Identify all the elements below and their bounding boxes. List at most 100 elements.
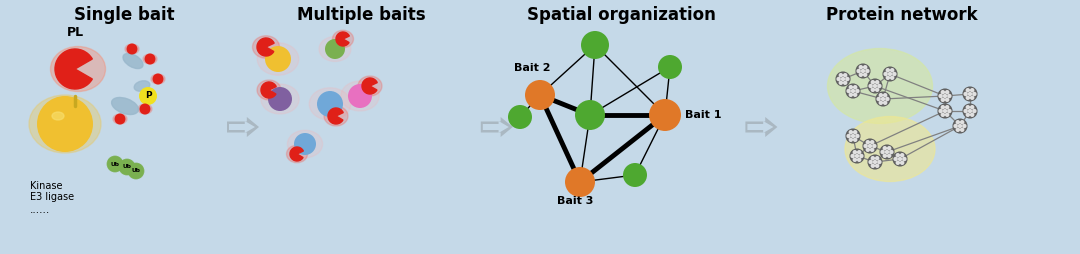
- Circle shape: [268, 87, 292, 111]
- Ellipse shape: [52, 112, 64, 120]
- Circle shape: [853, 85, 858, 89]
- Circle shape: [856, 69, 861, 73]
- Circle shape: [875, 88, 879, 92]
- Circle shape: [265, 46, 291, 72]
- Circle shape: [859, 154, 864, 158]
- Circle shape: [958, 124, 962, 128]
- Circle shape: [886, 97, 890, 101]
- Circle shape: [889, 150, 893, 154]
- Circle shape: [139, 87, 157, 105]
- Circle shape: [836, 72, 850, 86]
- Text: E3 ligase: E3 ligase: [30, 192, 75, 202]
- Circle shape: [842, 73, 848, 77]
- Circle shape: [853, 137, 858, 142]
- Circle shape: [875, 80, 879, 85]
- Circle shape: [114, 114, 125, 124]
- Circle shape: [970, 96, 974, 100]
- Circle shape: [851, 89, 855, 93]
- Circle shape: [318, 91, 343, 117]
- Circle shape: [941, 90, 945, 94]
- Circle shape: [865, 140, 870, 145]
- Circle shape: [525, 80, 555, 110]
- Circle shape: [850, 154, 855, 158]
- Circle shape: [623, 163, 647, 187]
- Wedge shape: [261, 82, 276, 98]
- Circle shape: [945, 105, 949, 109]
- Circle shape: [870, 80, 875, 85]
- Circle shape: [846, 129, 860, 143]
- Ellipse shape: [138, 104, 152, 114]
- Circle shape: [941, 105, 945, 109]
- Circle shape: [873, 144, 877, 148]
- Circle shape: [870, 156, 875, 161]
- Circle shape: [962, 124, 967, 128]
- Circle shape: [966, 105, 970, 109]
- Circle shape: [890, 75, 894, 80]
- Circle shape: [838, 81, 843, 85]
- Circle shape: [945, 113, 949, 117]
- Ellipse shape: [309, 88, 351, 120]
- Circle shape: [869, 148, 875, 152]
- Circle shape: [968, 109, 972, 113]
- Circle shape: [575, 100, 605, 130]
- Circle shape: [129, 163, 144, 179]
- Circle shape: [963, 109, 968, 113]
- Circle shape: [868, 84, 873, 88]
- FancyArrow shape: [481, 117, 513, 137]
- Ellipse shape: [845, 117, 935, 182]
- Wedge shape: [291, 147, 303, 161]
- Circle shape: [853, 130, 858, 134]
- Circle shape: [885, 150, 889, 154]
- Circle shape: [893, 157, 897, 161]
- Circle shape: [846, 84, 860, 98]
- Circle shape: [963, 87, 977, 101]
- Circle shape: [838, 73, 843, 77]
- Ellipse shape: [257, 80, 281, 100]
- Circle shape: [972, 109, 976, 113]
- Text: Single bait: Single bait: [73, 6, 175, 24]
- Circle shape: [939, 94, 943, 98]
- Circle shape: [956, 120, 960, 124]
- Wedge shape: [336, 32, 349, 46]
- Circle shape: [852, 150, 858, 154]
- Text: Multiple baits: Multiple baits: [297, 6, 427, 24]
- Circle shape: [895, 153, 900, 157]
- Circle shape: [968, 92, 972, 96]
- Circle shape: [119, 159, 135, 175]
- Ellipse shape: [341, 81, 379, 111]
- Circle shape: [890, 68, 894, 72]
- Circle shape: [861, 69, 865, 73]
- Circle shape: [863, 73, 867, 77]
- Circle shape: [649, 99, 681, 131]
- Circle shape: [139, 103, 150, 115]
- Ellipse shape: [324, 106, 348, 126]
- Circle shape: [879, 101, 883, 105]
- Circle shape: [875, 156, 879, 161]
- Circle shape: [941, 113, 945, 117]
- Circle shape: [37, 96, 93, 152]
- Circle shape: [886, 68, 890, 72]
- Circle shape: [294, 133, 316, 155]
- Circle shape: [900, 161, 904, 165]
- Circle shape: [876, 92, 890, 106]
- Circle shape: [883, 72, 888, 76]
- Text: PL: PL: [67, 26, 83, 39]
- Ellipse shape: [260, 84, 299, 114]
- Ellipse shape: [827, 49, 932, 123]
- Circle shape: [870, 88, 875, 92]
- Ellipse shape: [134, 81, 150, 91]
- Circle shape: [954, 124, 958, 128]
- Circle shape: [960, 120, 964, 124]
- Ellipse shape: [333, 30, 353, 48]
- Circle shape: [945, 90, 949, 94]
- Circle shape: [868, 79, 882, 93]
- Circle shape: [325, 39, 345, 59]
- Circle shape: [855, 89, 860, 93]
- Wedge shape: [362, 78, 377, 94]
- Circle shape: [963, 92, 968, 96]
- Circle shape: [943, 109, 947, 113]
- Circle shape: [847, 89, 851, 93]
- FancyArrow shape: [745, 117, 778, 137]
- Circle shape: [947, 109, 951, 113]
- Ellipse shape: [113, 114, 127, 124]
